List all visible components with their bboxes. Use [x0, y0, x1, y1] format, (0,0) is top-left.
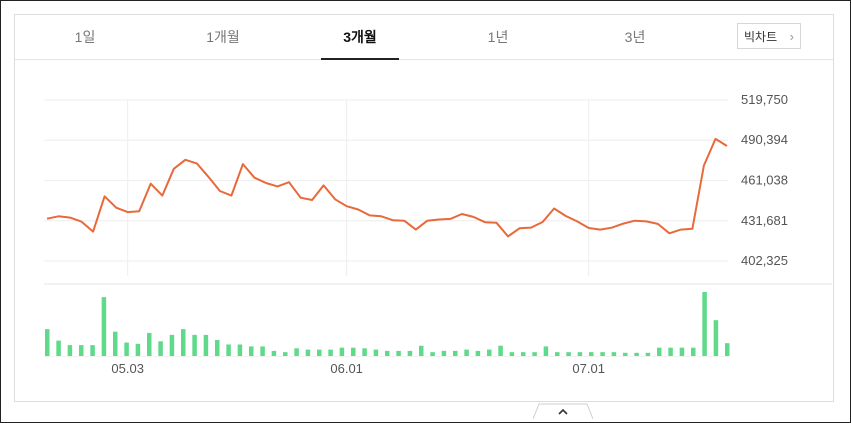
volume-bar	[249, 346, 254, 356]
volume-bar	[351, 347, 356, 356]
volume-bar	[67, 345, 73, 356]
x-tick-label: 07.01	[572, 361, 605, 376]
volume-bar	[385, 350, 390, 356]
volume-bar	[453, 350, 458, 356]
volume-bar	[475, 350, 481, 356]
y-tick-label: 461,038	[741, 172, 788, 187]
volume-bar	[589, 352, 594, 356]
volume-bar	[600, 352, 605, 356]
y-tick-label: 490,394	[741, 132, 788, 147]
volume-bar	[532, 352, 537, 356]
tab-3month[interactable]: 3개월	[321, 15, 399, 60]
volume-bar	[577, 352, 583, 356]
volume-bar	[509, 352, 515, 356]
volume-bar	[135, 343, 141, 356]
volume-bar	[668, 347, 673, 356]
x-tick-label: 06.01	[330, 361, 363, 376]
period-tabs: 1일 1개월 3개월 1년 3년 빅차트 ›	[15, 15, 833, 60]
volume-bar	[90, 345, 95, 356]
volume-bar	[45, 329, 50, 356]
volume-bar	[419, 345, 424, 356]
volume-bar	[555, 352, 560, 356]
volume-bar	[101, 297, 107, 356]
volume-bar	[181, 329, 186, 356]
volume-bar	[237, 344, 243, 356]
volume-bar	[203, 334, 209, 356]
volume-bar	[702, 292, 707, 356]
volume-bar	[328, 349, 333, 356]
tab-1year[interactable]: 1년	[487, 29, 509, 45]
volume-bar	[657, 347, 662, 356]
volume-bar	[430, 352, 435, 356]
volume-bar	[362, 348, 367, 356]
volume-bar	[294, 348, 299, 356]
volume-bar	[158, 341, 163, 356]
volume-bar	[79, 345, 84, 356]
chevron-right-icon: ›	[789, 29, 794, 44]
y-tick-label: 431,681	[741, 213, 788, 228]
volume-bar	[691, 347, 696, 356]
volume-bar	[498, 345, 503, 356]
volume-bar	[215, 340, 220, 356]
volume-bar	[487, 349, 492, 356]
price-line	[46, 137, 728, 238]
volume-bar	[283, 352, 288, 356]
volume-bar	[56, 340, 61, 356]
volume-bar	[713, 320, 719, 356]
tab-1day[interactable]: 1일	[74, 29, 96, 45]
volume-bar	[611, 352, 617, 356]
volume-bar	[192, 334, 197, 356]
y-tick-label: 402,325	[741, 253, 788, 268]
volume-bar	[464, 349, 469, 356]
volume-bar	[521, 352, 526, 356]
volume-bar	[645, 352, 651, 356]
volume-bar	[317, 349, 322, 356]
collapse-handle[interactable]	[533, 402, 593, 420]
volume-bar	[407, 350, 413, 356]
volume-bar	[226, 344, 231, 356]
bigchart-button[interactable]: 빅차트 ›	[737, 23, 801, 49]
volume-bar	[373, 349, 379, 356]
volume-bar	[113, 331, 118, 356]
volume-bar	[271, 350, 277, 356]
volume-bar	[566, 352, 571, 356]
x-tick-label: 05.03	[111, 361, 144, 376]
volume-bar	[679, 347, 685, 356]
volume-bar	[305, 349, 311, 356]
tab-1month[interactable]: 1개월	[206, 29, 240, 45]
volume-bar	[725, 343, 730, 356]
volume-bar	[623, 352, 628, 356]
volume-bar	[339, 347, 345, 356]
tab-3year[interactable]: 3년	[624, 29, 646, 45]
volume-bar	[147, 332, 152, 356]
chevron-up-icon	[558, 408, 568, 415]
volume-bar	[260, 346, 265, 356]
volume-bar	[441, 350, 447, 356]
volume-bar	[169, 334, 175, 356]
volume-bar	[634, 352, 639, 356]
volume-bar	[543, 346, 549, 356]
bigchart-label: 빅차트	[744, 30, 778, 44]
volume-bar	[124, 342, 129, 356]
volume-bar	[396, 350, 401, 356]
y-tick-label: 519,750	[741, 92, 788, 107]
